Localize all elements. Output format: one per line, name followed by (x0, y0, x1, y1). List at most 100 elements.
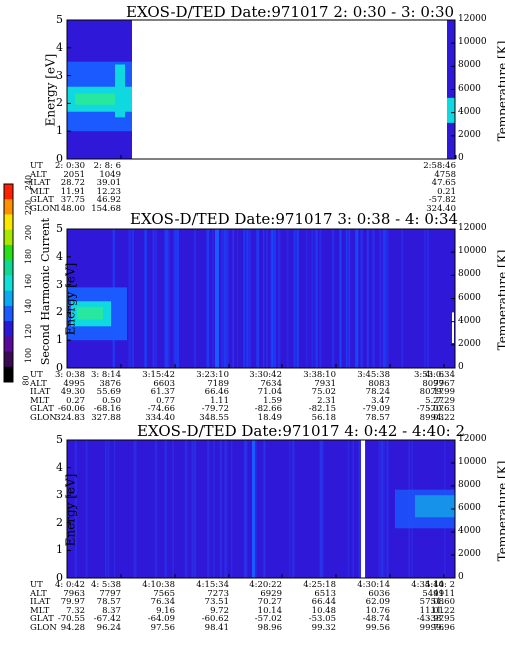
table-row-label: UT (30, 580, 43, 590)
table-row-label: UT (30, 370, 43, 380)
table-cell: 75.02 (311, 387, 336, 398)
panel3-ytick-label: 5 (56, 433, 63, 446)
panel3-streak (352, 440, 354, 578)
panel2-streak (221, 229, 224, 368)
table-cell: 79.97 (60, 597, 86, 608)
panel2-streak (270, 229, 273, 368)
panel3-streak (193, 440, 197, 578)
table-cell: 97.56 (150, 622, 175, 633)
table-row-label: ALT (30, 588, 47, 599)
table-cell: 7273 (207, 588, 229, 599)
panel2-y2tick-label: 6000 (458, 292, 481, 303)
colorbar-tick-label: 240 (24, 174, 34, 191)
panel3-streak (263, 440, 266, 578)
panel2-y2tick-label: 8000 (458, 269, 481, 280)
panel3-ylabel: Energy [eV] (63, 473, 78, 547)
table-cell: 6603 (153, 378, 175, 389)
panel2-streak (167, 229, 170, 368)
panel1-title: EXOS-D/TED Date:971017 2: 0:30 - 3: 0:30 (126, 3, 455, 21)
panel3-y2tick-label: 0 (458, 572, 464, 582)
panel3-bright-streak (252, 440, 255, 578)
panel2-streak (225, 229, 229, 368)
table-cell: 0.21 (437, 186, 456, 197)
panel1-right-strip (447, 97, 455, 123)
table-cell: 4:10:38 (142, 580, 175, 590)
table-row-label: MLT (30, 186, 50, 197)
panel3-y2tick-label: 6000 (458, 503, 481, 513)
table-cell: 3: 0:38 (54, 370, 86, 380)
panel3-ytick-label: 1 (56, 543, 63, 557)
panel2-streak (332, 229, 334, 368)
table-cell: -64.09 (147, 614, 175, 625)
table-cell: -67.42 (93, 614, 121, 625)
table-cell: 7963 (63, 588, 86, 599)
table-cell: 9.16 (156, 605, 175, 616)
panel2-streak (311, 229, 314, 368)
panel2-streak (426, 229, 430, 368)
panel1-ytick-label: 3 (56, 68, 63, 82)
table-cell: 96.24 (96, 622, 121, 633)
panel3-ytick-label: 4 (56, 460, 63, 474)
table-cell: 7189 (207, 378, 229, 389)
panel2-ytick-label: 2 (56, 305, 63, 319)
panel2-y2label: Temperature [K] (495, 249, 505, 351)
table-cell: 7967 (433, 378, 455, 389)
panel3-streak (191, 440, 194, 578)
colorbar-tick-label: 180 (24, 249, 34, 265)
panel2-streak (306, 229, 308, 368)
table-cell: 98.41 (204, 622, 229, 633)
panel3-streak (319, 440, 323, 578)
panel2-y2tick-label: 2000 (458, 338, 481, 349)
table-cell: 2:58:46 (423, 161, 456, 171)
table-cell: 6036 (368, 588, 390, 599)
panel2-table-column: 3:15:42 6603 61.37 0.77 -74.66 334.40 (142, 371, 175, 423)
table-cell: 1.11 (210, 395, 229, 406)
table-cell: 55.69 (96, 387, 121, 398)
colorbar-tick-label: 220 (24, 199, 34, 215)
panel3-streak (85, 440, 88, 578)
table-row-label: ALT (30, 378, 47, 389)
table-cell: 11.22 (430, 605, 455, 616)
table-cell: 148.00 (55, 203, 86, 214)
table-cell: 76.34 (150, 597, 175, 608)
panel2-streak (278, 229, 281, 368)
panel2-bright-streak (215, 229, 219, 368)
panel2-streak (144, 229, 147, 368)
table-cell: 4758 (434, 169, 456, 180)
panel2-streak (387, 229, 389, 368)
colorbar-tick-label: 140 (24, 298, 34, 314)
panel2-streak (154, 229, 157, 368)
table-cell: 11.01 (419, 605, 444, 616)
colorbar-segment (4, 366, 13, 383)
table-row-label: ILAT (30, 387, 51, 398)
panel2-table-row-labels: UT ALT ILAT MLT GLAT GLON (30, 371, 57, 423)
table-cell: 334.40 (145, 412, 175, 423)
colorbar-tick-label: 200 (24, 224, 34, 240)
panel1-table-column: 2: 8: 6 1049 39.01 12.23 46.92 154.68 (91, 162, 121, 214)
panel3-streak (104, 440, 107, 578)
table-cell: 154.68 (91, 203, 121, 214)
table-cell: 3876 (99, 378, 121, 389)
table-cell: 4:30:14 (357, 580, 390, 590)
panel2-streak (152, 229, 154, 368)
table-row-label: GLON (30, 622, 57, 633)
table-cell: 7.32 (66, 605, 86, 616)
panel2-streak (385, 229, 387, 368)
table-cell: 51.60 (430, 597, 455, 608)
table-cell: 98.96 (257, 622, 282, 633)
panel1-table-column: 2:58:46 4758 47.65 0.21 -57.82 324.40 (423, 162, 456, 214)
table-row-label: GLAT (30, 195, 54, 206)
panel2-ytick-label: 0 (56, 361, 63, 374)
colorbar-tick-label: 160 (24, 273, 34, 290)
table-cell: 4:25:18 (303, 580, 336, 590)
table-cell: 0.77 (156, 395, 175, 406)
table-cell: -74.66 (147, 404, 175, 415)
panel1-band-core (75, 93, 123, 105)
table-row-label: GLAT (30, 404, 54, 415)
panel2-streak (266, 229, 268, 368)
panel3-streak (386, 440, 389, 578)
table-cell: 61.37 (150, 387, 175, 398)
panel3-y2tick-label: 4000 (458, 526, 481, 536)
table-cell: 46.92 (96, 195, 121, 206)
panel3-plot-area (67, 440, 455, 578)
